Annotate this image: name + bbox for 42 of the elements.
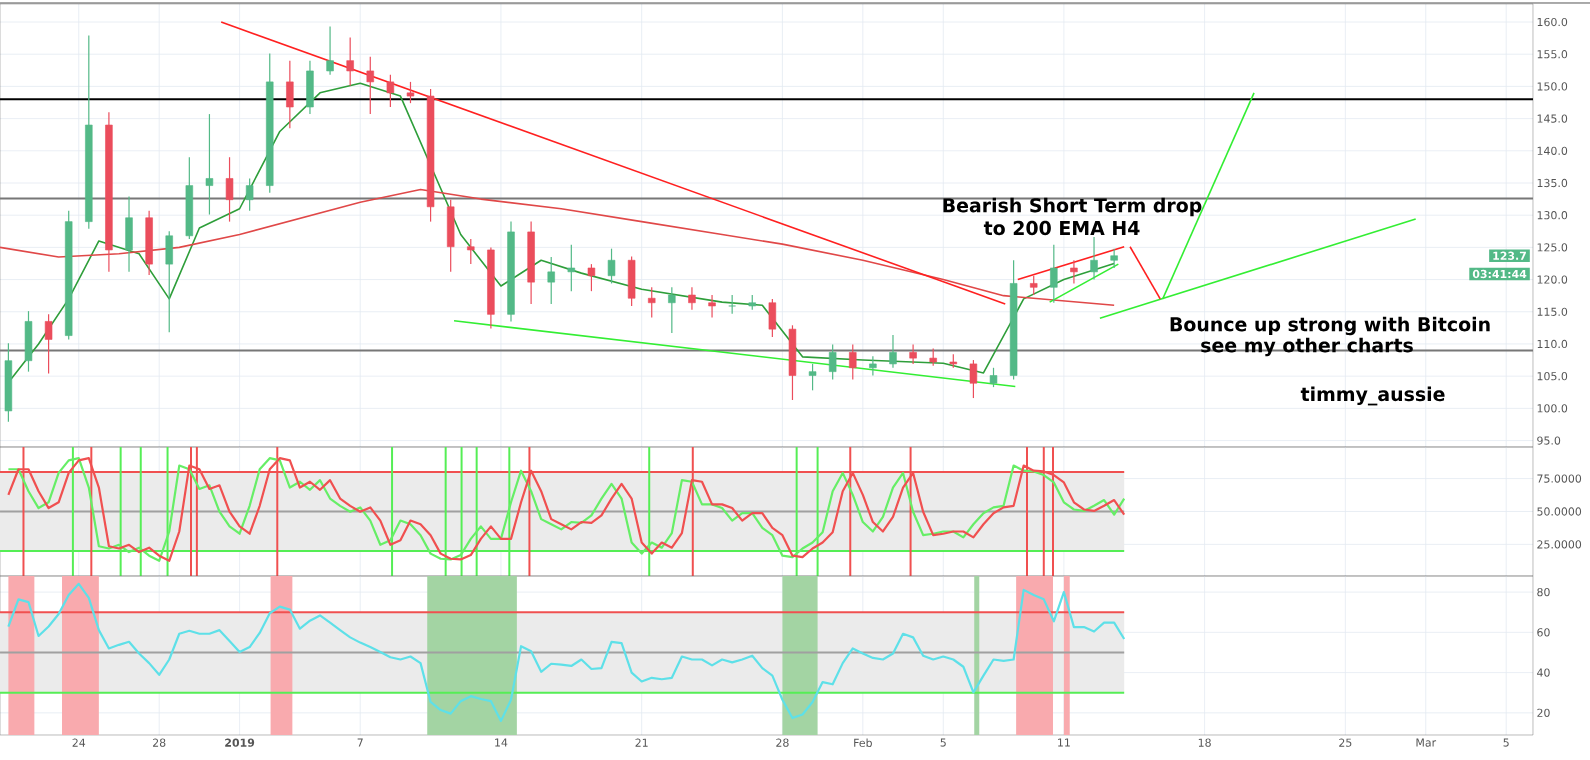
x-tick-label: 11	[1058, 738, 1070, 747]
y-tick-label: 125.0	[1537, 243, 1568, 252]
y-tick-label: 135.0	[1537, 178, 1568, 188]
y-tick-label: 105.0	[1537, 372, 1568, 381]
x-tick-label: 14	[495, 738, 508, 747]
x-tick-label: 7	[357, 738, 363, 747]
x-tick-label: Feb	[854, 738, 872, 747]
y-tick-label: 160.0	[1537, 17, 1568, 27]
annotation: Bearish Short Term drop	[943, 197, 1202, 217]
x-tick-label: 24	[72, 738, 86, 747]
y-tick-label: 120.0	[1537, 275, 1568, 284]
y-tick-label: 140.0	[1537, 146, 1568, 155]
annotation: see my other charts	[1201, 337, 1413, 357]
y-tick-label: 95.0	[1537, 436, 1561, 445]
y-tick-label: 75.0000	[1537, 474, 1582, 483]
x-tick-label: 21	[635, 738, 648, 747]
x-tick-label: 28	[776, 738, 789, 747]
y-tick-label: 145.0	[1537, 114, 1568, 123]
annotation: 123.7	[1493, 251, 1526, 260]
x-tick-label: 28	[153, 738, 166, 747]
y-tick-label: 110.0	[1537, 339, 1568, 349]
y-tick-label: 60	[1537, 628, 1550, 637]
y-tick-label: 130.0	[1537, 211, 1568, 220]
annotation: to 200 EMA H4	[983, 220, 1140, 236]
y-tick-label: 115.0	[1537, 307, 1568, 316]
y-tick-label: 50.0000	[1537, 507, 1582, 516]
y-tick-label: 40	[1537, 668, 1550, 677]
x-tick-label: Mar	[1416, 738, 1437, 747]
y-tick-label: 20	[1537, 708, 1550, 717]
y-tick-label: 155.0	[1537, 50, 1568, 59]
annotation: Bounce up strong with Bitcoin	[1170, 316, 1490, 336]
x-tick-label: 5	[940, 738, 946, 747]
x-tick-label: 25	[1339, 738, 1352, 747]
annotation: timmy_aussie	[1300, 386, 1445, 406]
x-tick-label: 2019	[225, 738, 255, 747]
y-tick-label: 25.0000	[1537, 540, 1582, 549]
y-tick-label: 150.0	[1537, 82, 1568, 91]
y-tick-label: 80	[1537, 587, 1550, 597]
x-tick-label: 18	[1198, 738, 1211, 747]
annotation: 03:41:44	[1472, 269, 1527, 279]
y-tick-label: 100.0	[1537, 404, 1568, 413]
x-tick-label: 5	[1503, 738, 1509, 747]
